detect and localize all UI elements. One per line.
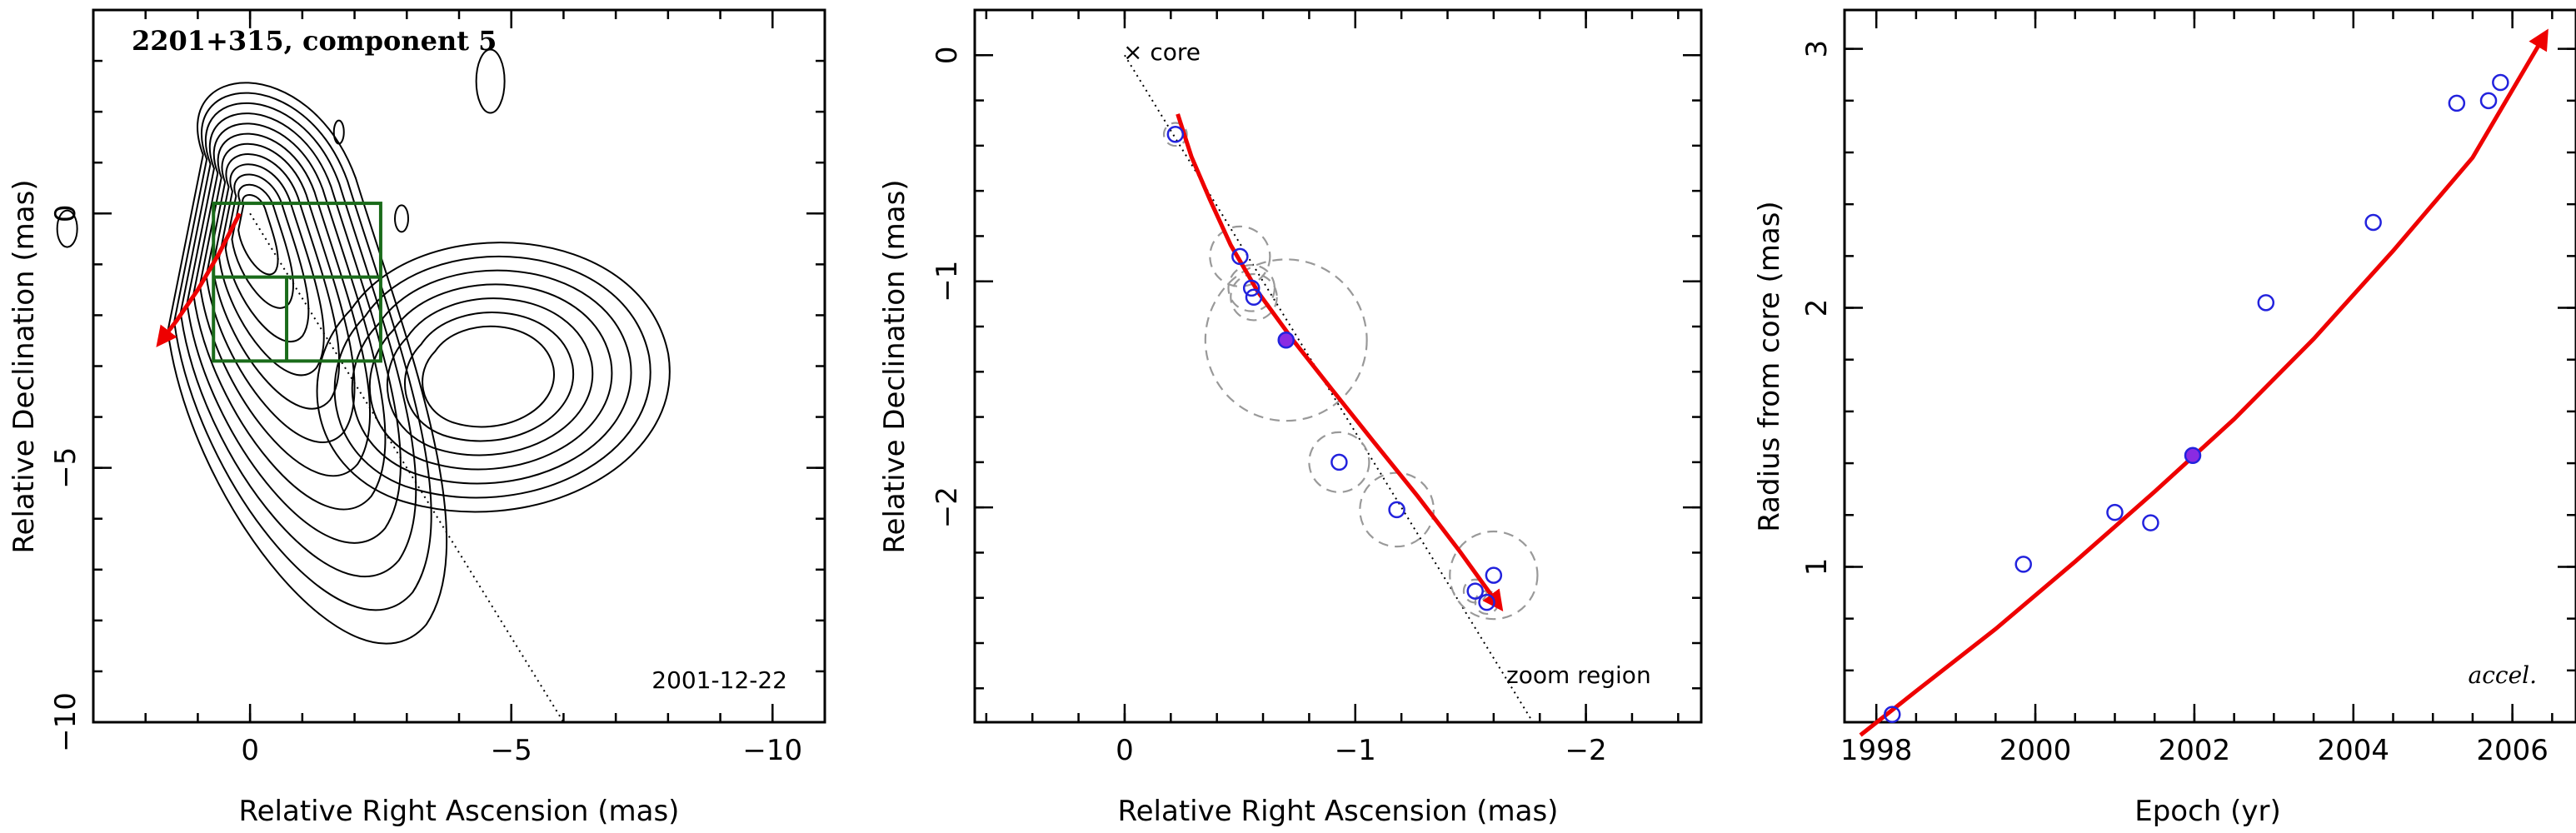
- jet-axis-line: [249, 212, 565, 723]
- data-point: [1478, 593, 1495, 611]
- trajectory-line: [156, 212, 242, 347]
- data-point: [1242, 279, 1261, 297]
- core-contour: [186, 112, 402, 544]
- data-point: [1330, 453, 1348, 471]
- lobe-contour: [368, 283, 613, 471]
- y-tick-label: 1: [1800, 558, 1834, 576]
- panel-2-marks: [1124, 54, 1539, 723]
- panel-1-marks: [156, 202, 565, 723]
- panel-2-zoom-label: zoom region: [1506, 661, 1651, 689]
- y-tick-label: 0: [49, 204, 82, 222]
- y-tick-label: −2: [931, 486, 964, 528]
- isolated-contour: [394, 204, 410, 233]
- x-tick-label: 2002: [2159, 734, 2231, 767]
- data-point: [2448, 94, 2466, 112]
- data-point: [2492, 73, 2509, 92]
- isolated-contour: [56, 209, 78, 248]
- data-point: [1166, 126, 1185, 143]
- fit-curve: [1859, 28, 2549, 737]
- lobe-contour: [316, 242, 671, 513]
- data-point: [2106, 503, 2124, 521]
- panel-1-contour-map: 0 −5 −10 0 −5 −10 2201+315, component 5 2001-…: [7, 8, 826, 828]
- uncertainty-circle: [1449, 530, 1539, 621]
- core-contour: [218, 163, 325, 377]
- lobe-contour: [404, 312, 575, 442]
- data-point: [2364, 213, 2382, 232]
- core-contour: [205, 142, 356, 443]
- x-tick-label: 2006: [2476, 734, 2549, 767]
- y-tick-label: 3: [1800, 40, 1834, 58]
- panel-2-y-axis-title: Relative Declination (mas): [878, 179, 911, 553]
- uncertainty-circle: [1359, 471, 1435, 548]
- isolated-contour: [332, 119, 345, 145]
- panel-1-contours: [56, 48, 671, 645]
- panel-3-marks: [1859, 28, 2549, 737]
- panel-1-y-axis-title: Relative Declination (mas): [7, 179, 41, 553]
- panel-3-ticks: 1998 2000 2002 2004 2006 1 2 3: [1800, 10, 2576, 767]
- lobe-contour: [351, 269, 632, 485]
- data-point: [1466, 582, 1484, 600]
- uncertainty-circle: [1230, 272, 1278, 322]
- data-point: [1231, 247, 1249, 266]
- panel-2-ticks: 0 −1 −2 0 −1 −2: [931, 8, 1701, 767]
- panel-2-x-axis-title: Relative Right Ascension (mas): [1118, 795, 1559, 828]
- data-point: [2479, 92, 2498, 110]
- x-tick-label: −1: [1335, 734, 1376, 767]
- panel-1-title: 2201+315, component 5: [132, 25, 497, 57]
- panel-2-frame: [973, 8, 1703, 724]
- panel-1-date: 2001-12-22: [651, 666, 787, 694]
- panel-1-x-axis-title: Relative Right Ascension (mas): [239, 795, 680, 828]
- core-contour: [237, 194, 279, 276]
- lobe-contour: [422, 325, 555, 428]
- panel-3-frame: [1843, 8, 2576, 724]
- y-tick-label: 0: [931, 46, 964, 64]
- uncertainty-circle: [1308, 431, 1370, 493]
- data-point: [1884, 706, 1901, 723]
- data-point: [2142, 514, 2159, 531]
- data-point: [2014, 556, 2032, 573]
- x-tick-label: −2: [1565, 734, 1607, 767]
- zoom-box: [212, 202, 382, 363]
- y-tick-label: −10: [49, 692, 82, 752]
- x-tick-label: 0: [241, 734, 259, 767]
- x-tick-label: −10: [742, 734, 802, 767]
- panel-3-y-axis-title: Radius from core (mas): [1753, 201, 1786, 531]
- uncertainty-circle: [1209, 225, 1271, 287]
- core-contour: [231, 183, 295, 309]
- data-point: [1388, 501, 1405, 519]
- uncertainty-circle: [1204, 258, 1368, 422]
- data-point-filled: [2184, 446, 2202, 465]
- x-tick-label: −5: [491, 734, 532, 767]
- x-tick-label: 0: [1116, 734, 1134, 767]
- x-tick-label: 2000: [1999, 734, 2072, 767]
- panel-3-accel-label: accel.: [2469, 661, 2537, 689]
- uncertainty-circle: [1162, 122, 1188, 147]
- y-tick-label: −1: [931, 261, 964, 302]
- panel-3-x-axis-title: Epoch (yr): [2134, 795, 2281, 828]
- panel-2-zoom: 0 −1 −2 0 −1 −2 × core zoom region Relative R…: [878, 8, 1703, 828]
- panel-1-ticks: 0 −5 −10 0 −5 −10: [49, 8, 826, 767]
- trajectory-line: [1176, 113, 1504, 612]
- data-point: [2257, 294, 2275, 312]
- x-tick-label: 2004: [2318, 734, 2390, 767]
- panel-2-core-label: × core: [1123, 38, 1201, 66]
- core-contour: [167, 82, 448, 645]
- data-point: [1485, 566, 1503, 584]
- core-contour: [173, 92, 432, 611]
- data-point-filled: [1277, 332, 1295, 349]
- y-tick-label: −5: [49, 447, 82, 489]
- data-point: [1245, 288, 1263, 306]
- y-tick-label: 2: [1800, 299, 1834, 317]
- lobe-contour: [333, 255, 651, 499]
- core-contour: [192, 122, 387, 511]
- core-contour: [224, 173, 310, 343]
- lobe-contour: [387, 297, 594, 456]
- x-tick-label: 1998: [1840, 734, 1913, 767]
- isolated-contour: [475, 48, 506, 114]
- core-contour: [198, 132, 372, 477]
- panel-3-radius-vs-epoch: 1998 2000 2002 2004 2006 1 2 3 accel. Epoch (yr…: [1753, 8, 2576, 828]
